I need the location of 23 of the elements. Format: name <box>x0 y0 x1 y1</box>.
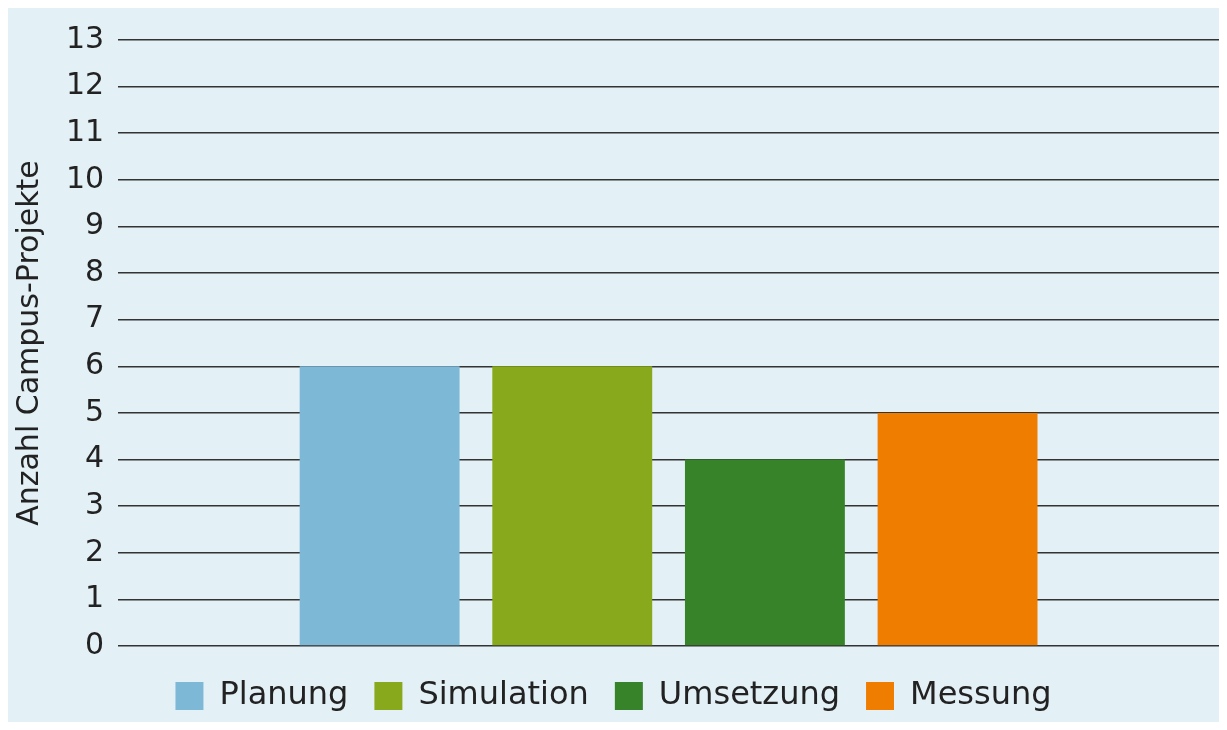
y-tick-label: 13 <box>65 19 105 55</box>
legend-label: Messung <box>910 674 1052 713</box>
y-tick-label: 12 <box>65 66 105 102</box>
legend-label: Planung <box>219 674 349 713</box>
y-tick-label: 1 <box>85 579 105 615</box>
y-tick-label: 7 <box>85 299 105 335</box>
y-tick-label: 5 <box>85 392 105 428</box>
y-axis-title: Anzahl Campus-Projekte <box>9 160 45 526</box>
y-tick-label: 6 <box>85 346 105 382</box>
y-tick-label: 3 <box>85 485 105 521</box>
y-tick-label: 9 <box>85 206 105 242</box>
bar <box>684 459 845 646</box>
y-tick-label: 10 <box>65 159 105 195</box>
legend-label: Umsetzung <box>658 674 841 713</box>
y-tick-label: 2 <box>85 532 105 568</box>
bar <box>877 412 1038 646</box>
y-tick-label: 8 <box>85 252 105 288</box>
bar <box>492 366 653 646</box>
y-tick-label: 0 <box>85 625 105 661</box>
y-tick-label: 4 <box>85 439 105 475</box>
y-tick-label: 11 <box>65 113 105 149</box>
legend-label: Simulation <box>418 674 589 713</box>
bar <box>299 366 460 646</box>
